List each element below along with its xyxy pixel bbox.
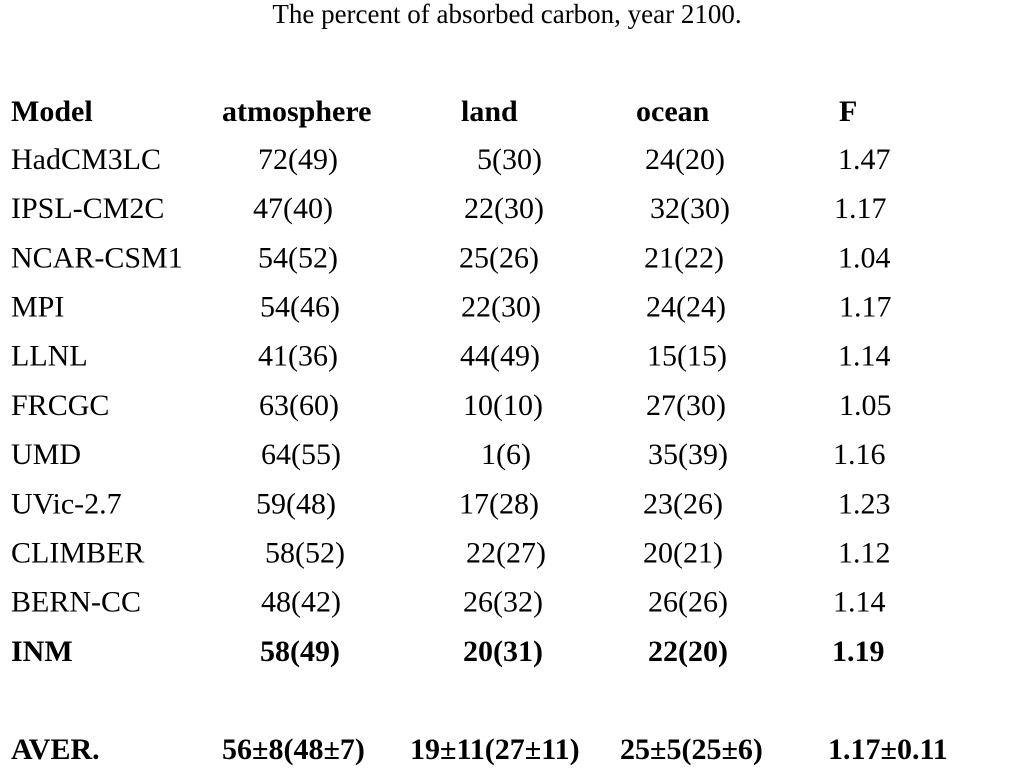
table-cell: 22(20) [648,635,728,668]
table-cell: 1.14 [833,586,886,619]
table-cell: 35(39) [648,438,728,471]
table-cell: 17(28) [459,487,539,520]
table-cell: 1.12 [838,536,891,569]
header-cell: land [461,95,518,128]
table-cell: 1.16 [833,438,886,471]
table-cell: 54(52) [258,241,338,274]
table-cell: 1.17 [834,192,887,225]
table-cell: FRCGC [11,389,109,422]
table-cell: 22(30) [461,290,541,323]
table-cell: 26(26) [648,586,728,619]
table-cell: 23(26) [643,487,723,520]
table-cell: UVic-2.7 [11,487,122,520]
table-cell: 24(24) [646,290,726,323]
table-cell: HadCM3LC [11,143,161,176]
table-cell: UMD [11,438,81,471]
table-cell: 10(10) [463,389,543,422]
table-cell: BERN-CC [11,586,141,619]
table-cell: 41(36) [258,340,338,373]
table-cell: 1.04 [838,241,891,274]
table-cell: 58(52) [265,536,345,569]
table-cell: 1.47 [838,143,891,176]
header-cell: Model [11,95,93,128]
table-cell: 1.17 [839,290,892,323]
average-cell: AVER. [11,733,100,766]
table-cell: 54(46) [260,290,340,323]
average-cell: 1.17±0.11 [828,733,948,766]
table-cell: 44(49) [460,340,540,373]
table-cell: IPSL-CM2C [11,192,164,225]
table-cell: 22(27) [466,536,546,569]
table-cell: MPI [11,290,64,323]
table-cell: 72(49) [258,143,338,176]
table-cell: 20(21) [643,536,723,569]
table-cell: 27(30) [646,389,726,422]
table-cell: INM [11,635,73,668]
table-cell: 24(20) [645,143,725,176]
average-cell: 19±11(27±11) [410,733,580,766]
table-cell: 47(40) [253,192,333,225]
table-cell: 21(22) [644,241,724,274]
table-cell: 1.19 [832,635,885,668]
table-cell: 1.14 [838,340,891,373]
table-cell: 25(26) [459,241,539,274]
table-cell: 1.23 [838,487,891,520]
table-cell: 63(60) [259,389,339,422]
table-cell: 5(30) [477,143,542,176]
table-cell: 58(49) [260,635,340,668]
table-cell: 22(30) [464,192,544,225]
table-cell: 48(42) [261,586,341,619]
header-cell: F [839,95,857,128]
table-cell: 20(31) [463,635,543,668]
table-cell: 64(55) [261,438,341,471]
table-cell: 15(15) [647,340,727,373]
table-cell: 1.05 [839,389,892,422]
average-cell: 56±8(48±7) [222,733,365,766]
average-cell: 25±5(25±6) [620,733,763,766]
header-cell: atmosphere [222,95,371,128]
table-cell: 26(32) [463,586,543,619]
table-cell: 59(48) [256,487,336,520]
table-cell: 1(6) [481,438,531,471]
table-cell: LLNL [11,340,88,373]
title: The percent of absorbed carbon, year 210… [272,0,741,29]
table-cell: CLIMBER [11,536,144,569]
header-cell: ocean [636,95,710,128]
table-cell: NCAR-CSM1 [11,241,183,274]
table-cell: 32(30) [650,192,730,225]
